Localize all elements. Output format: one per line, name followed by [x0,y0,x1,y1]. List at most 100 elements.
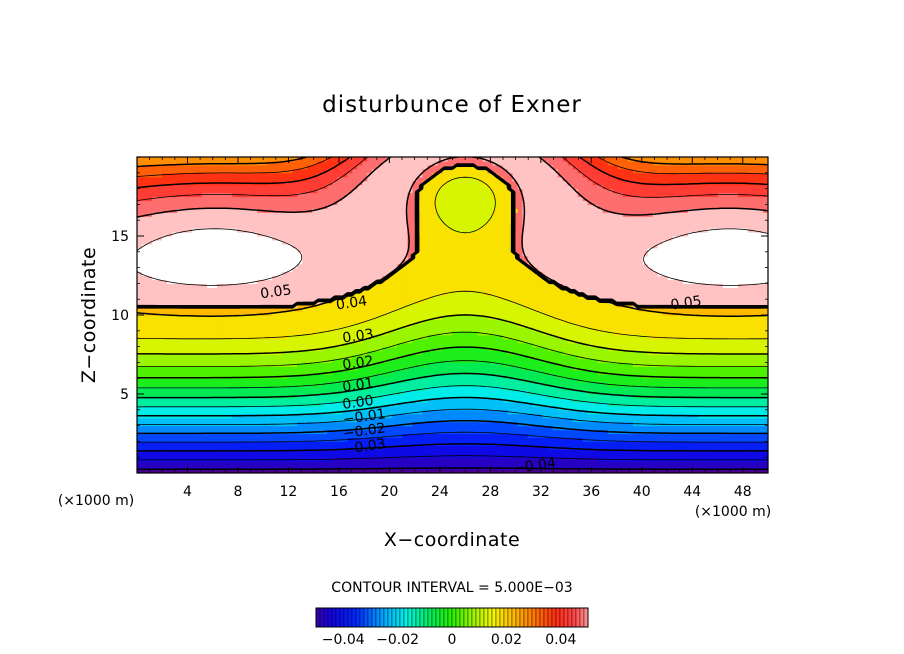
field-cell [302,350,308,356]
field-cell [317,208,323,213]
field-cell [272,315,278,320]
field-cell [237,417,243,423]
field-cell [357,188,363,194]
field-cell [182,216,188,221]
field-cell [287,417,293,423]
field-cell [197,326,203,332]
field-cell [347,176,353,182]
field-cell [172,164,178,170]
field-cell [402,322,409,328]
field-cell [332,378,338,383]
field-cell [137,315,143,320]
field-cell [202,200,208,205]
field-cell [367,378,373,383]
field-cell [157,287,163,292]
field-cell [212,204,218,209]
field-cell [242,255,248,261]
field-cell [147,160,153,166]
field-cell [362,255,368,261]
field-cell [342,318,348,324]
field-cell [222,342,228,348]
field-cell [267,354,273,360]
field-cell [342,263,348,269]
field-cell [352,413,358,419]
field-cell [282,366,288,371]
field-cell [342,394,348,399]
field-cell [287,243,293,249]
field-cell [307,287,313,292]
field-cell [217,168,223,174]
field-cell [172,247,178,253]
field-cell [217,358,223,363]
field-cell [282,216,288,221]
field-cell [177,382,183,387]
field-cell [392,366,399,371]
field-cell [252,409,258,415]
field-cell [232,168,238,174]
field-cell [137,220,143,225]
field-cell [202,299,208,304]
field-cell [327,176,333,182]
field-cell [327,168,333,174]
field-cell [272,279,278,284]
field-cell [327,346,333,352]
field-cell [182,208,188,213]
field-cell [152,374,158,379]
field-cell [152,232,158,237]
field-cell [277,445,283,450]
field-cell [337,303,343,308]
field-cell [442,228,449,233]
field-cell [317,378,323,383]
field-cell [152,318,158,324]
field-cell [372,291,378,296]
field-cell [367,461,373,466]
field-cell [162,283,168,288]
field-cell [422,437,429,442]
field-cell [337,318,343,324]
field-cell [422,176,429,182]
field-cell [382,386,388,391]
field-cell [227,251,233,257]
field-cell [412,390,419,395]
field-cell [362,465,368,470]
field-cell [297,164,303,170]
field-cell [382,390,388,395]
field-cell [382,465,388,470]
field-cell [327,318,333,324]
field-cell [227,176,233,182]
field-cell [137,401,143,407]
field-cell [397,370,404,375]
field-cell [262,287,268,292]
field-cell [267,220,273,225]
field-cell [272,469,278,473]
field-cell [377,350,383,356]
field-cell [302,386,308,391]
field-cell [217,287,223,292]
field-cell [242,409,248,415]
field-cell [197,255,203,261]
field-cell [307,350,313,356]
field-cell [192,382,198,387]
field-cell [177,295,183,300]
field-cell [182,255,188,261]
field-cell [177,465,183,470]
field-cell [342,180,348,186]
field-cell [232,318,238,324]
field-cell [337,283,343,288]
field-cell [212,243,218,249]
field-cell [227,378,233,383]
field-cell [392,453,399,458]
field-cell [417,469,424,473]
field-cell [392,469,399,473]
field-cell [147,164,153,170]
field-cell [217,425,223,431]
field-cell [267,425,273,431]
field-cell [397,299,404,304]
field-cell [252,307,258,312]
field-cell [407,236,414,241]
field-cell [322,247,328,253]
field-cell [272,176,278,182]
field-cell [417,370,424,375]
field-cell [342,196,348,202]
field-cell [357,394,363,399]
